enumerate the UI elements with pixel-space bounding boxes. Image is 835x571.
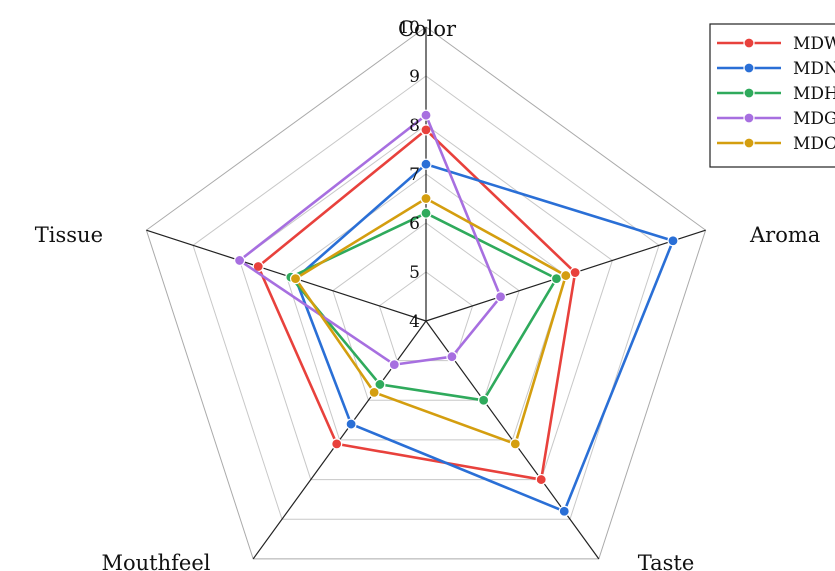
radar-series [233, 109, 679, 517]
grid-ring-7 [285, 173, 567, 441]
legend-label: MDW [793, 34, 835, 54]
point-mdn-aroma [667, 235, 679, 247]
point-mdw-mouthfeel [331, 438, 343, 450]
point-mdg-color [420, 109, 432, 121]
grid-ring-9 [192, 75, 660, 520]
grid-ring-6 [332, 222, 520, 401]
axis-labels: Color Aroma Taste Mouthfeel Tissue [35, 17, 821, 571]
point-mdo-taste [509, 438, 521, 450]
legend-swatch-marker [743, 37, 755, 49]
tick-label-9: 9 [409, 67, 420, 87]
legend-swatch-marker [743, 87, 755, 99]
legend-swatch-marker [743, 137, 755, 149]
tick-label-7: 7 [409, 165, 420, 185]
point-mdw-taste [535, 473, 547, 486]
legend-item-mdg: MDG [717, 109, 835, 129]
tick-label-10: 10 [398, 18, 420, 38]
point-mdg-mouthfeel [388, 359, 400, 371]
legend-item-mdw: MDW [717, 34, 835, 54]
series-mdn [289, 158, 679, 517]
radar-grid [145, 26, 707, 560]
legend-label: MDN [793, 59, 835, 79]
axis-label-tissue: Tissue [35, 223, 103, 247]
series-mdg [233, 109, 507, 371]
point-mdh-aroma [550, 273, 563, 285]
grid-ring-10 [145, 26, 707, 560]
point-mdn-color [420, 158, 432, 170]
tick-label-6: 6 [409, 214, 420, 234]
series-mdo [289, 192, 572, 450]
series-line-mdg [238, 113, 502, 366]
point-mdg-aroma [494, 291, 507, 303]
legend-label: MDH [793, 84, 835, 104]
legend-label: MDG [793, 109, 835, 129]
axis-label-mouthfeel: Mouthfeel [102, 551, 211, 571]
legend-item-mdh: MDH [717, 84, 835, 104]
axis-label-aroma: Aroma [749, 223, 820, 247]
point-mdh-mouthfeel [374, 378, 386, 391]
legend-swatch-marker [743, 112, 755, 124]
point-mdg-tissue [233, 254, 246, 267]
tick-label-5: 5 [409, 263, 420, 283]
point-mdh-color [420, 207, 432, 219]
legend-swatch-marker [743, 62, 755, 74]
point-mdo-tissue [289, 273, 302, 285]
point-mdg-taste [446, 351, 458, 363]
legend-item-mdo: MDO [717, 134, 835, 154]
tick-label-4: 4 [409, 312, 420, 332]
series-line-mdn [294, 162, 675, 513]
axis-label-color: Color [398, 17, 457, 41]
series-mdw [252, 124, 581, 486]
tick-labels: 4 5 6 7 8 9 10 [398, 18, 420, 332]
point-mdn-taste [558, 505, 570, 517]
series-line-mdo [294, 197, 568, 446]
legend-item-mdn: MDN [717, 59, 835, 79]
point-mdn-mouthfeel [345, 418, 357, 430]
axis-label-taste: Taste [638, 551, 695, 571]
point-mdo-aroma [560, 269, 572, 282]
series-mdh [285, 207, 563, 406]
series-line-mdw [256, 128, 577, 481]
point-mdh-taste [478, 394, 490, 406]
legend: MDW MDN MDH MDG MDO [709, 23, 835, 168]
point-mdw-aroma [569, 266, 581, 279]
legend-label: MDO [793, 134, 835, 154]
point-mdo-color [420, 192, 432, 205]
point-mdo-mouthfeel [368, 386, 380, 398]
tick-label-8: 8 [409, 116, 420, 136]
